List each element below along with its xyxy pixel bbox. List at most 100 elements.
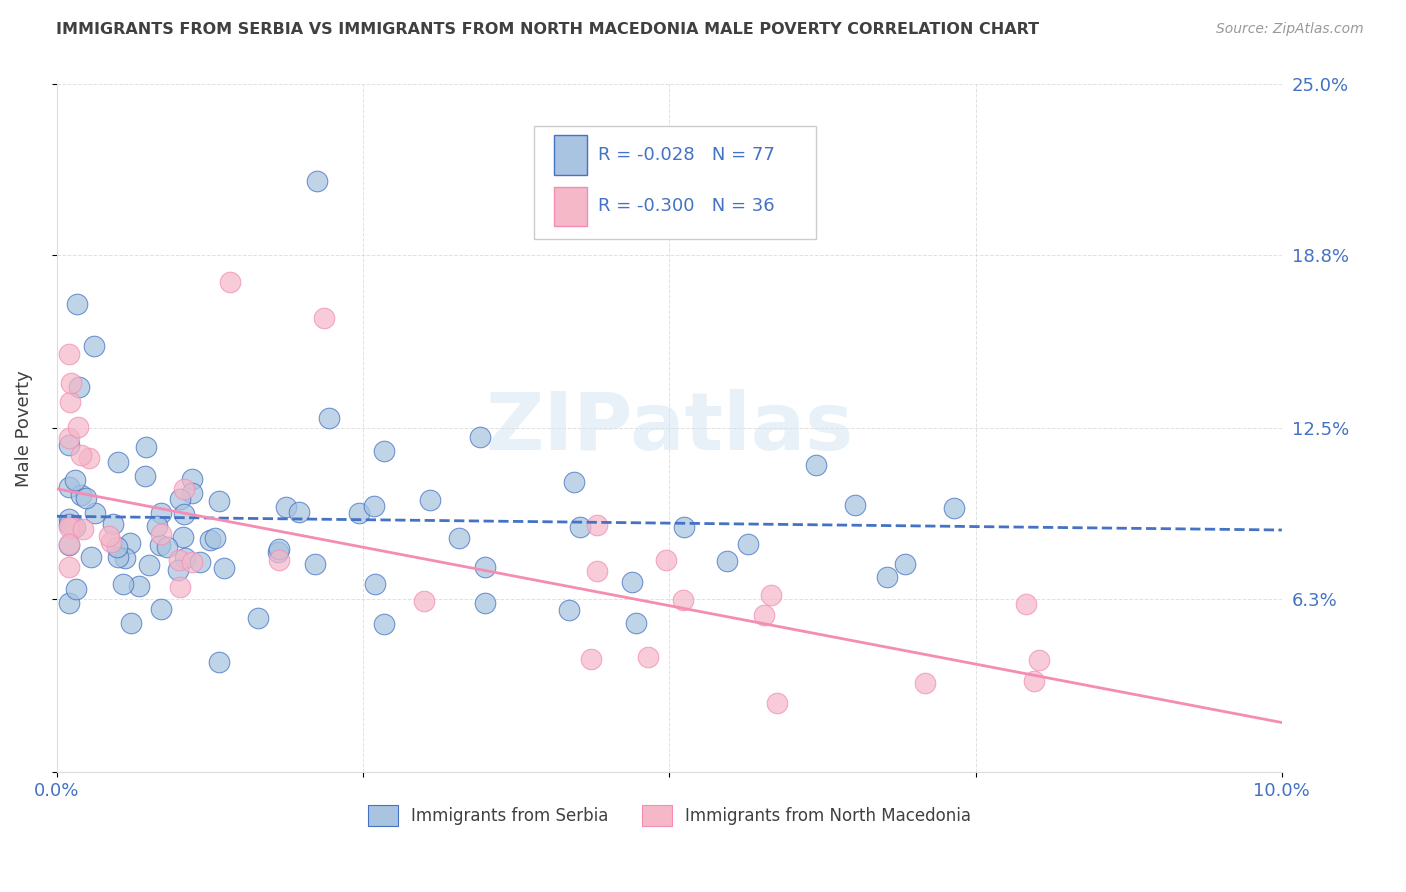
Point <box>373 443 395 458</box>
Point <box>208 494 231 508</box>
Point <box>468 430 491 444</box>
Point <box>449 531 471 545</box>
Text: IMMIGRANTS FROM SERBIA VS IMMIGRANTS FROM NORTH MACEDONIA MALE POVERTY CORRELATI: IMMIGRANTS FROM SERBIA VS IMMIGRANTS FRO… <box>56 22 1039 37</box>
Point <box>169 491 191 506</box>
Point <box>474 560 496 574</box>
Text: Source: ZipAtlas.com: Source: ZipAtlas.com <box>1216 22 1364 37</box>
Point <box>103 516 125 531</box>
Point <box>67 380 90 394</box>
Point <box>318 410 340 425</box>
Point <box>637 650 659 665</box>
Point <box>1015 597 1038 611</box>
Point <box>138 558 160 572</box>
Point <box>287 505 309 519</box>
Point <box>97 529 120 543</box>
Point <box>304 558 326 572</box>
Point <box>347 506 370 520</box>
Point <box>558 603 581 617</box>
Point <box>83 339 105 353</box>
Point <box>1022 673 1045 688</box>
Legend: Immigrants from Serbia, Immigrants from North Macedonia: Immigrants from Serbia, Immigrants from … <box>361 799 977 832</box>
Point <box>876 570 898 584</box>
Point <box>120 616 142 631</box>
Point <box>274 500 297 514</box>
Point <box>166 563 188 577</box>
Point <box>169 580 191 594</box>
Point <box>100 535 122 549</box>
Point <box>212 561 235 575</box>
Point <box>111 576 134 591</box>
Point <box>69 488 91 502</box>
Point <box>63 473 86 487</box>
Point <box>943 500 966 515</box>
Point <box>105 540 128 554</box>
Point <box>364 577 387 591</box>
Point <box>118 536 141 550</box>
Point <box>63 520 86 534</box>
Point <box>204 532 226 546</box>
Point <box>173 482 195 496</box>
Point <box>58 596 80 610</box>
Point <box>672 593 695 607</box>
Point <box>620 575 643 590</box>
Point <box>419 493 441 508</box>
Point <box>562 475 585 490</box>
Text: R = -0.300   N = 36: R = -0.300 N = 36 <box>598 197 775 216</box>
Point <box>219 276 242 290</box>
Point <box>58 438 80 452</box>
Point <box>70 448 93 462</box>
Point <box>305 174 328 188</box>
Point <box>198 533 221 547</box>
Point <box>150 506 173 520</box>
Point <box>75 491 97 506</box>
Point <box>266 545 288 559</box>
Point <box>673 520 696 534</box>
Point <box>1028 653 1050 667</box>
Point <box>72 522 94 536</box>
Point <box>58 559 80 574</box>
Point <box>312 311 335 326</box>
Point <box>59 376 82 391</box>
Point <box>107 549 129 564</box>
Point <box>474 596 496 610</box>
Point <box>181 555 204 569</box>
Point <box>267 553 290 567</box>
Point <box>765 696 787 710</box>
Point <box>58 538 80 552</box>
Point <box>59 395 82 409</box>
Point <box>58 479 80 493</box>
Point <box>586 517 609 532</box>
Point <box>84 506 107 520</box>
Point <box>173 551 195 566</box>
Point <box>716 554 738 568</box>
Point <box>180 485 202 500</box>
Point <box>655 553 678 567</box>
Point <box>269 541 291 556</box>
Text: ZIPatlas: ZIPatlas <box>485 389 853 467</box>
Point <box>67 420 90 434</box>
Point <box>128 579 150 593</box>
Point <box>363 499 385 513</box>
Point <box>156 541 179 555</box>
Point <box>107 455 129 469</box>
Point <box>167 553 190 567</box>
Point <box>114 550 136 565</box>
FancyBboxPatch shape <box>554 187 588 226</box>
Point <box>586 564 609 578</box>
Point <box>60 520 83 534</box>
FancyBboxPatch shape <box>554 136 588 175</box>
Point <box>893 558 915 572</box>
Point <box>134 468 156 483</box>
FancyBboxPatch shape <box>534 126 817 239</box>
Point <box>413 593 436 607</box>
Point <box>752 608 775 623</box>
Point <box>737 537 759 551</box>
Point <box>58 520 80 534</box>
Point <box>247 611 270 625</box>
Point <box>624 615 647 630</box>
Point <box>65 582 87 596</box>
Point <box>58 512 80 526</box>
Point <box>149 602 172 616</box>
Point <box>173 507 195 521</box>
Point <box>65 297 87 311</box>
